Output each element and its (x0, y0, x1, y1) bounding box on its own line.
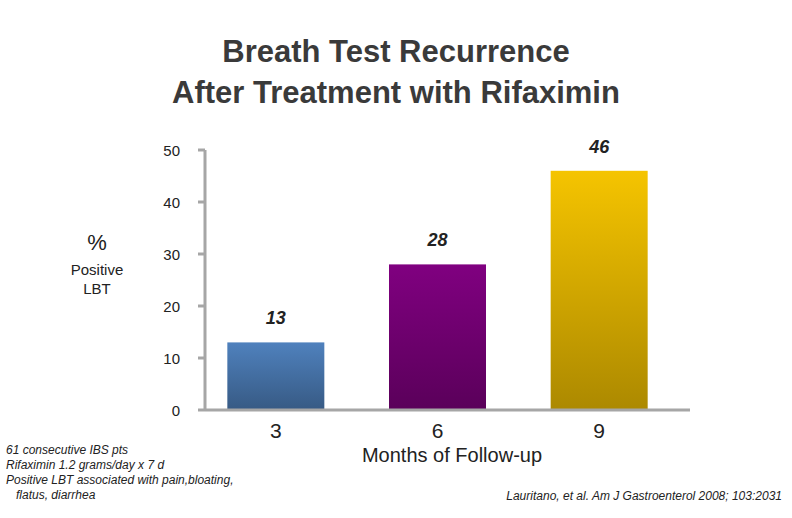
annotation: 61 consecutive IBS pts (6, 443, 128, 457)
title: Breath Test Recurrence (222, 34, 569, 69)
data-label: 46 (588, 137, 610, 157)
annotation: flatus, diarrhea (16, 488, 96, 502)
y-tick-label: 30 (163, 246, 180, 263)
y-tick (198, 357, 205, 360)
x-axis-line (205, 409, 690, 412)
x-tick-label: 3 (270, 419, 282, 442)
y-axis-label-line: % (87, 230, 107, 255)
y-tick (198, 253, 205, 256)
data-label: 28 (426, 230, 447, 250)
bar (389, 264, 486, 410)
bar (227, 342, 324, 410)
source: Lauritano, et al. Am J Gastroenterol 200… (506, 489, 782, 503)
y-axis-label: % Positive LBT (71, 230, 124, 297)
chart-svg: Breath Test Recurrence After Treatment wi… (0, 0, 792, 518)
x-axis-label: Months of Follow-up (362, 444, 542, 466)
y-tick (198, 149, 205, 152)
y-tick-label: 10 (163, 350, 180, 367)
y-axis-line (204, 150, 207, 410)
chart-root: Breath Test Recurrence After Treatment wi… (0, 0, 792, 518)
y-axis-label-line: LBT (83, 280, 111, 297)
bars (227, 171, 647, 410)
annotation: Positive LBT associated with pain,bloati… (6, 473, 233, 487)
x-tick-label: 6 (432, 419, 444, 442)
y-tick-label: 0 (172, 402, 180, 419)
data-label: 13 (266, 308, 286, 328)
subtitle: After Treatment with Rifaximin (172, 75, 620, 110)
annotation: Rifaximin 1.2 grams/day x 7 d (6, 458, 164, 472)
bar (551, 171, 648, 410)
y-tick-label: 40 (163, 194, 180, 211)
y-tick (198, 409, 205, 412)
y-tick (198, 305, 205, 308)
y-axis-label-line: Positive (71, 261, 124, 278)
y-tick-label: 50 (163, 142, 180, 159)
y-tick-label: 20 (163, 298, 180, 315)
y-tick (198, 201, 205, 204)
x-tick-label: 9 (593, 419, 605, 442)
